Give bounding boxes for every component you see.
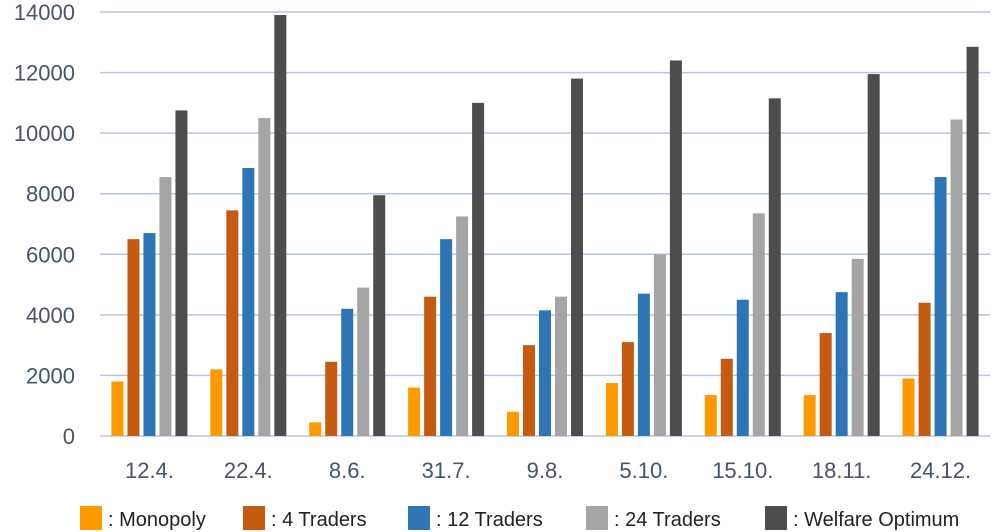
legend-label: : Monopoly <box>108 509 206 531</box>
bar <box>159 177 172 437</box>
bar <box>803 395 816 436</box>
x-tick-label: 18.11. <box>812 458 872 483</box>
x-tick-label: 5.10. <box>619 458 668 483</box>
bar <box>143 233 156 436</box>
y-tick-label: 4000 <box>26 303 75 328</box>
bar <box>918 302 931 436</box>
bar <box>440 239 453 436</box>
x-tick-label: 12.4. <box>125 458 174 483</box>
bar <box>819 333 832 436</box>
bar <box>258 118 271 436</box>
bar <box>934 177 947 437</box>
x-tick-label: 9.8. <box>527 458 564 483</box>
legend-label: : 24 Traders <box>614 509 721 531</box>
bar <box>704 395 717 436</box>
x-tick-label: 15.10. <box>712 458 773 483</box>
bar <box>621 342 634 436</box>
bar <box>637 293 650 436</box>
bar <box>736 299 749 436</box>
bars <box>111 15 979 437</box>
bar <box>408 387 421 436</box>
bar <box>966 46 979 436</box>
bar <box>768 98 781 437</box>
legend-swatch <box>243 506 265 530</box>
bar <box>456 216 469 436</box>
y-tick-label: 12000 <box>14 61 75 86</box>
bar <box>341 308 354 436</box>
bar <box>175 110 188 436</box>
x-tick-label: 24.12. <box>910 458 971 483</box>
bar <box>242 167 255 436</box>
bar <box>752 213 765 436</box>
legend-label: : 4 Traders <box>271 509 367 531</box>
legend-swatch <box>408 506 430 530</box>
bar <box>325 361 338 436</box>
bar <box>127 239 140 436</box>
bar <box>424 296 437 436</box>
bar <box>507 411 519 436</box>
bar <box>851 258 864 436</box>
bar <box>357 287 370 436</box>
x-axis-ticks: 12.4. 22.4. 8.6. 31.7. 9.8. 5.10. 15.10. 18.11.… <box>125 458 971 483</box>
bar <box>571 78 583 436</box>
bar <box>902 378 915 436</box>
bar <box>309 422 322 436</box>
bar <box>950 119 963 436</box>
bar <box>523 345 535 436</box>
bar <box>835 292 848 436</box>
bar <box>555 296 567 436</box>
legend-label: : Welfare Optimum <box>793 509 959 531</box>
legend-swatch <box>586 506 608 530</box>
bar <box>111 381 124 436</box>
bar <box>373 195 386 436</box>
x-tick-label: 31.7. <box>422 458 471 483</box>
bar <box>720 358 733 436</box>
x-tick-label: 8.6. <box>329 458 366 483</box>
bar <box>669 60 682 436</box>
bar <box>539 310 551 436</box>
bar <box>472 102 485 436</box>
bar <box>226 210 239 436</box>
bar <box>867 74 880 436</box>
legend-swatch <box>765 506 787 530</box>
legend: : Monopoly : 4 Traders : 12 Traders : 24 Tr… <box>80 506 959 531</box>
y-tick-label: 2000 <box>26 363 75 388</box>
x-tick-label: 22.4. <box>224 458 273 483</box>
legend-swatch <box>80 506 102 530</box>
bar <box>653 254 666 436</box>
bar <box>210 369 223 436</box>
y-tick-label: 10000 <box>14 121 75 146</box>
y-axis-ticks: 0 2000 4000 6000 8000 10000 12000 14000 <box>14 0 75 449</box>
y-tick-label: 0 <box>63 424 75 449</box>
bar <box>605 383 618 436</box>
y-tick-label: 6000 <box>26 242 75 267</box>
legend-label: : 12 Traders <box>436 509 543 531</box>
y-tick-label: 14000 <box>14 0 75 25</box>
bar <box>274 15 287 437</box>
y-tick-label: 8000 <box>26 182 75 207</box>
